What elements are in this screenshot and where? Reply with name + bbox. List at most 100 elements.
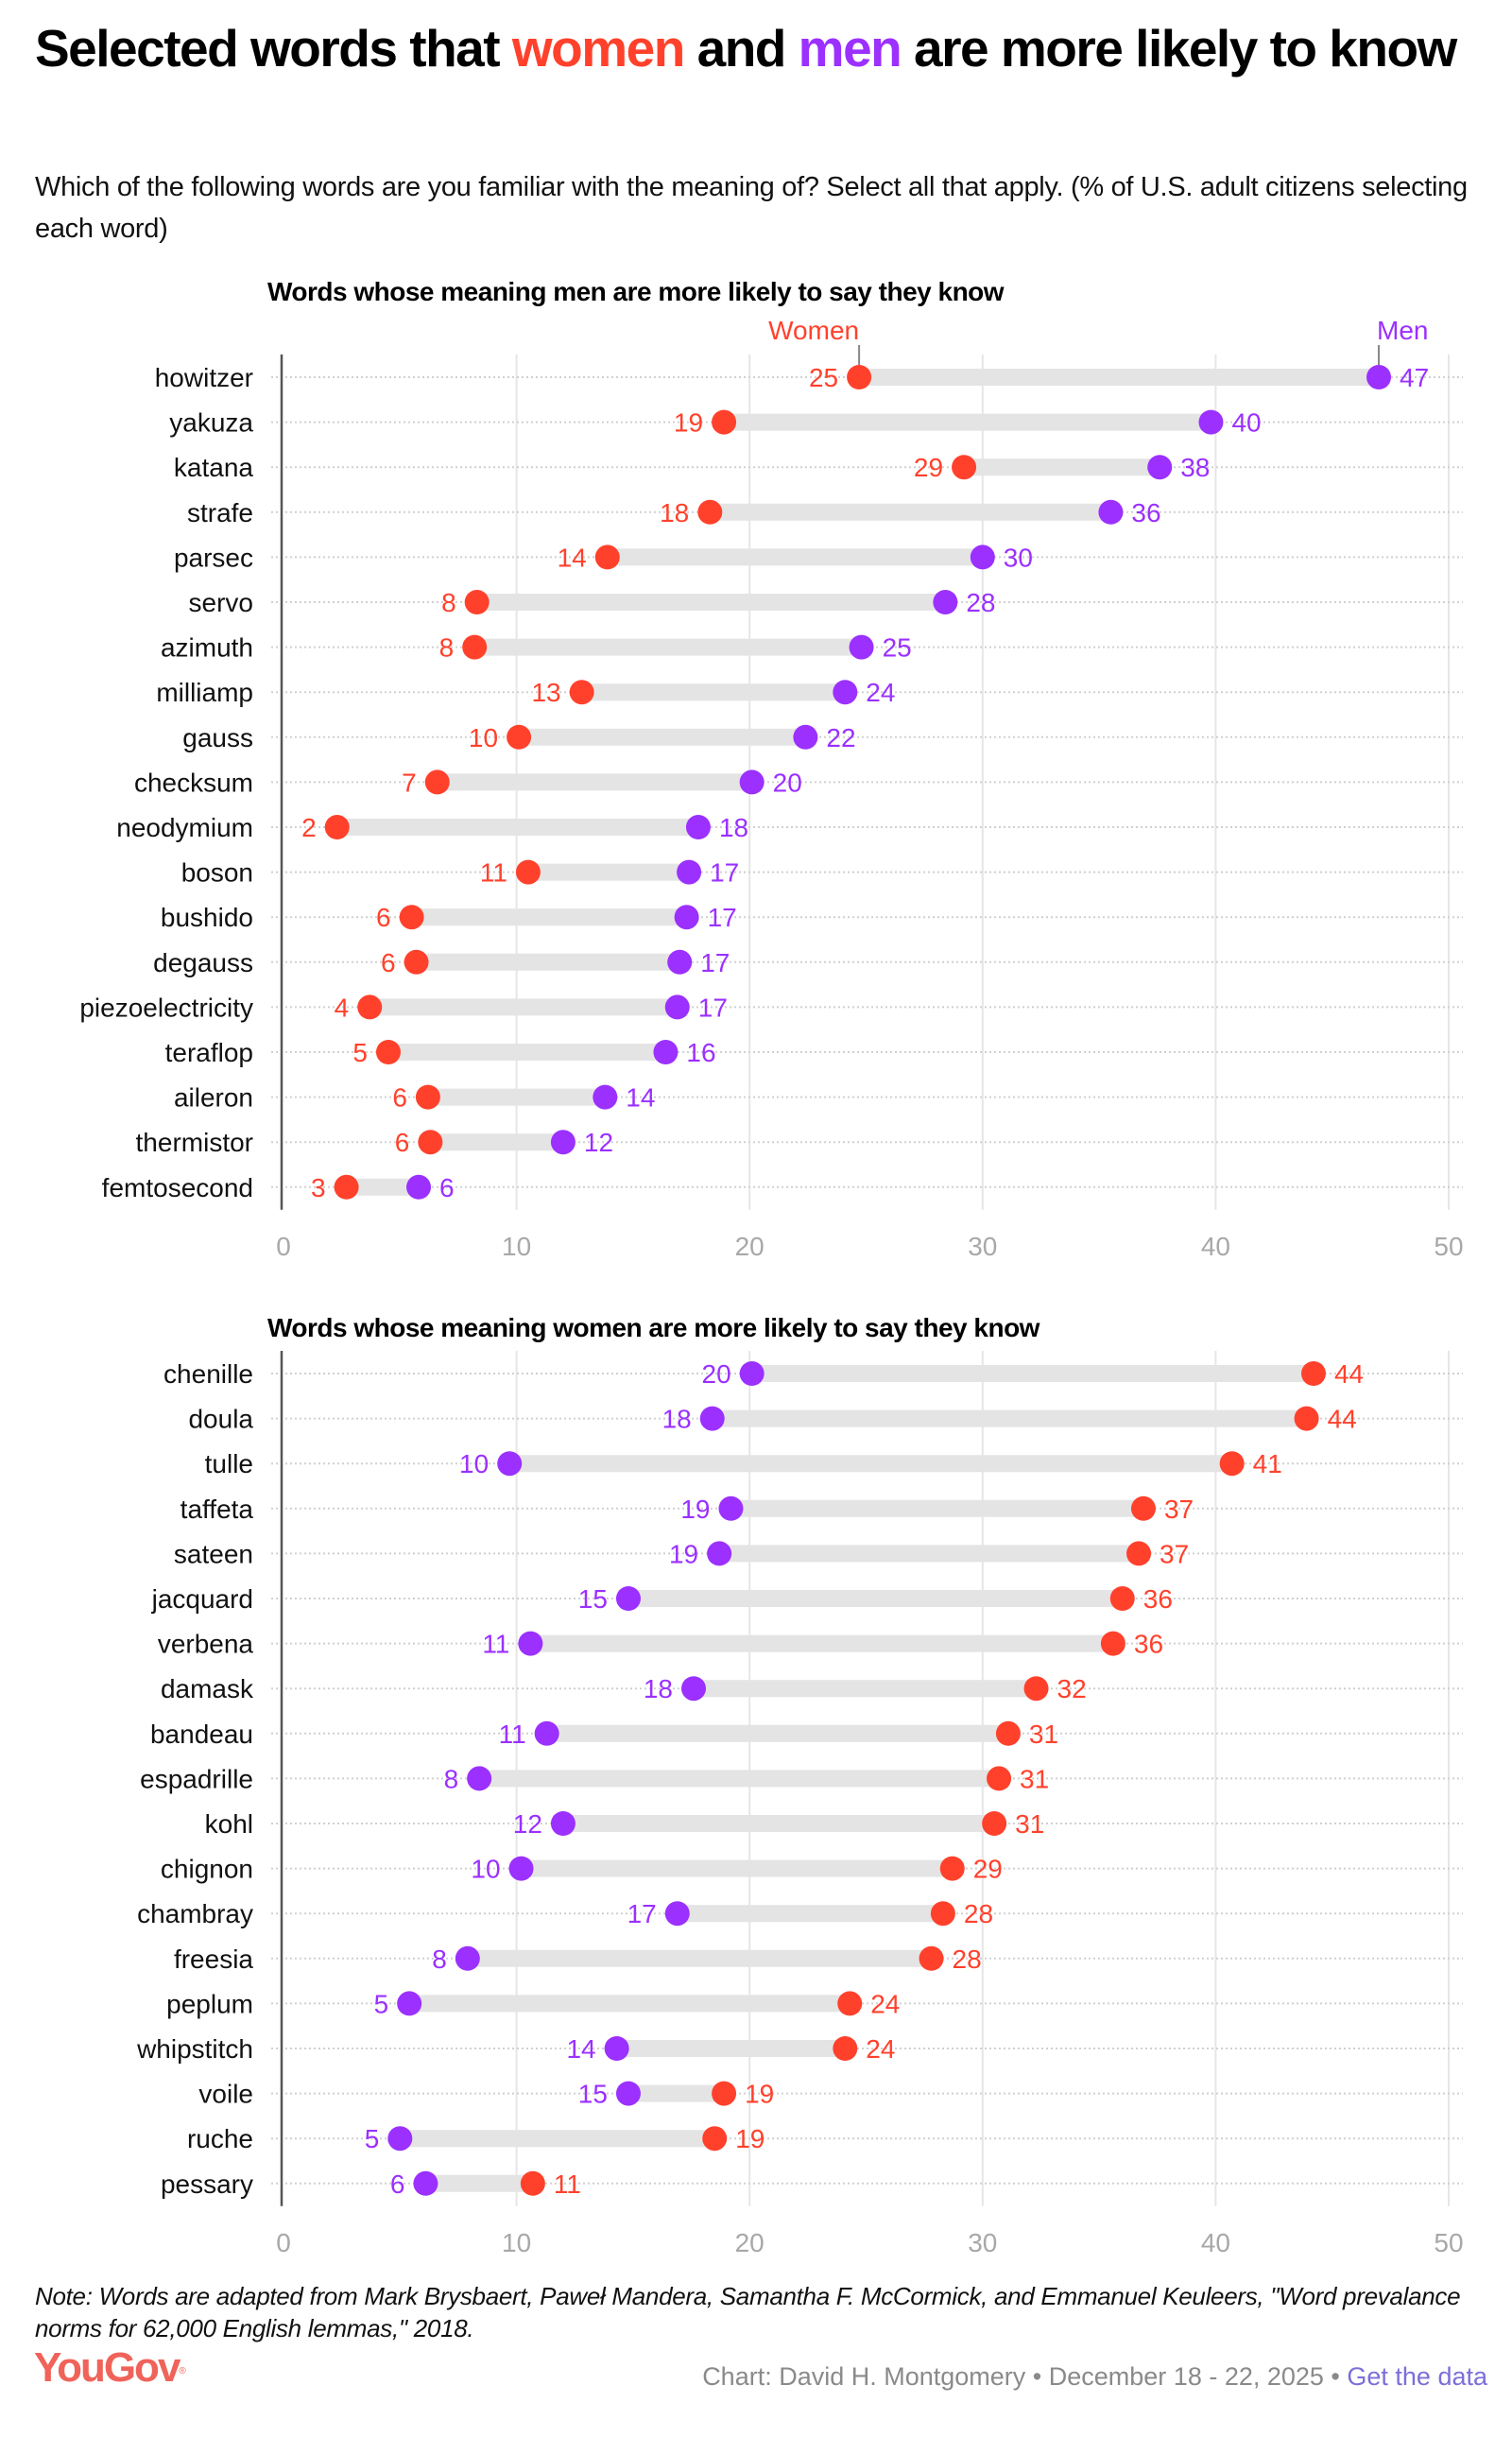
title-middle: and: [683, 19, 799, 78]
women-dot: [375, 1040, 401, 1064]
women-value-label: 2: [301, 813, 317, 842]
x-tick-label: 40: [1201, 1232, 1230, 1261]
women-value-label: 24: [870, 1989, 900, 2018]
get-the-data-link[interactable]: Get the data: [1347, 2362, 1487, 2391]
men-value-label: 25: [883, 633, 912, 663]
row-label: azimuth: [161, 633, 253, 663]
women-value-label: 11: [480, 858, 507, 888]
men-dot: [707, 1541, 732, 1566]
men-value-label: 30: [1004, 543, 1033, 572]
men-value-label: 17: [710, 858, 739, 888]
women-value-label: 37: [1164, 1495, 1194, 1524]
row-label: boson: [181, 858, 253, 888]
men-dot: [674, 905, 699, 930]
women-dot: [833, 2036, 858, 2061]
men-value-label: 6: [390, 2169, 405, 2199]
row-label: ruche: [187, 2124, 253, 2153]
women-value-label: 13: [531, 678, 560, 707]
row-label: milliamp: [156, 678, 253, 707]
row-label: piezoelectricity: [79, 993, 253, 1022]
row-label: espadrille: [140, 1764, 253, 1793]
women-dot: [1100, 1631, 1125, 1656]
men-dot: [793, 724, 818, 750]
men-dot: [467, 1766, 492, 1791]
women-value-label: 32: [1057, 1674, 1087, 1703]
row-label: pessary: [161, 2169, 253, 2199]
x-tick-label: 10: [502, 2228, 531, 2257]
men-dot: [664, 994, 690, 1020]
women-value-label: 6: [376, 903, 391, 932]
logo-text: YouGov: [34, 2344, 180, 2391]
men-dot: [397, 1991, 422, 2016]
row-label: taffeta: [180, 1495, 254, 1524]
men-value-label: 17: [708, 903, 737, 932]
men-value-label: 16: [686, 1038, 715, 1067]
women-dot: [418, 1130, 443, 1155]
row-label: aileron: [174, 1083, 253, 1113]
women-value-label: 6: [395, 1128, 410, 1157]
x-tick-label: 50: [1434, 2228, 1463, 2257]
men-dot: [497, 1451, 523, 1477]
women-value-label: 19: [745, 2080, 774, 2109]
women-dot: [702, 2126, 728, 2152]
row-label: bushido: [161, 903, 253, 932]
x-tick-label: 20: [735, 1232, 765, 1261]
women-value-label: 28: [964, 1899, 993, 1928]
women-dot: [1023, 1676, 1049, 1702]
women-dot: [1130, 1495, 1156, 1521]
men-value-label: 24: [866, 678, 895, 707]
men-dot: [455, 1945, 480, 1971]
men-value-label: 18: [662, 1405, 692, 1434]
women-value-label: 4: [335, 993, 350, 1022]
men-value-label: 8: [444, 1764, 459, 1793]
men-dot: [615, 1586, 641, 1611]
women-value-label: 31: [1029, 1720, 1058, 1749]
row-label: freesia: [174, 1944, 253, 1974]
row-label: sateen: [174, 1539, 253, 1568]
row-label: parsec: [174, 543, 253, 572]
row-label: howitzer: [155, 363, 253, 392]
women-value-label: 8: [439, 633, 455, 663]
men-value-label: 38: [1180, 453, 1210, 482]
men-dot: [681, 1676, 707, 1702]
men-value-label: 18: [719, 813, 748, 842]
row-label: katana: [174, 453, 253, 482]
registered-mark-icon: ®: [179, 2366, 186, 2377]
men-dot: [508, 1856, 534, 1881]
row-label: tulle: [205, 1449, 253, 1478]
men-value-label: 17: [700, 948, 730, 977]
men-dot: [534, 1720, 559, 1746]
men-dot: [1147, 455, 1173, 480]
women-value-label: 7: [402, 768, 417, 797]
row-label: servo: [189, 588, 253, 617]
women-value-label: 44: [1334, 1359, 1364, 1389]
men-value-label: 19: [680, 1495, 710, 1524]
women-dot: [995, 1720, 1021, 1746]
men-dot: [406, 1174, 432, 1200]
men-value-label: 14: [566, 2034, 595, 2064]
row-label: teraflop: [165, 1038, 253, 1067]
men-value-label: 11: [499, 1720, 526, 1749]
men-value-label: 11: [482, 1630, 509, 1659]
women-dot: [987, 1766, 1012, 1791]
row-label: chenille: [163, 1359, 253, 1389]
women-dot: [1294, 1406, 1319, 1431]
women-dot: [594, 544, 620, 570]
men-dot: [677, 859, 702, 885]
row-label: femtosecond: [102, 1173, 253, 1202]
men-value-label: 12: [513, 1809, 542, 1839]
women-dot: [415, 1084, 440, 1110]
men-value-label: 17: [698, 993, 728, 1022]
row-label: chignon: [161, 1855, 253, 1884]
women-dot: [930, 1901, 955, 1927]
men-dot: [739, 769, 765, 795]
row-label: kohl: [205, 1809, 253, 1839]
women-dot: [837, 1991, 863, 2016]
women-dot: [507, 724, 532, 750]
women-dot: [515, 859, 541, 885]
title-men-word: men: [798, 19, 902, 78]
women-value-label: 44: [1328, 1405, 1357, 1434]
women-dot: [952, 455, 977, 480]
men-value-label: 10: [471, 1855, 500, 1884]
row-label: damask: [161, 1674, 254, 1703]
